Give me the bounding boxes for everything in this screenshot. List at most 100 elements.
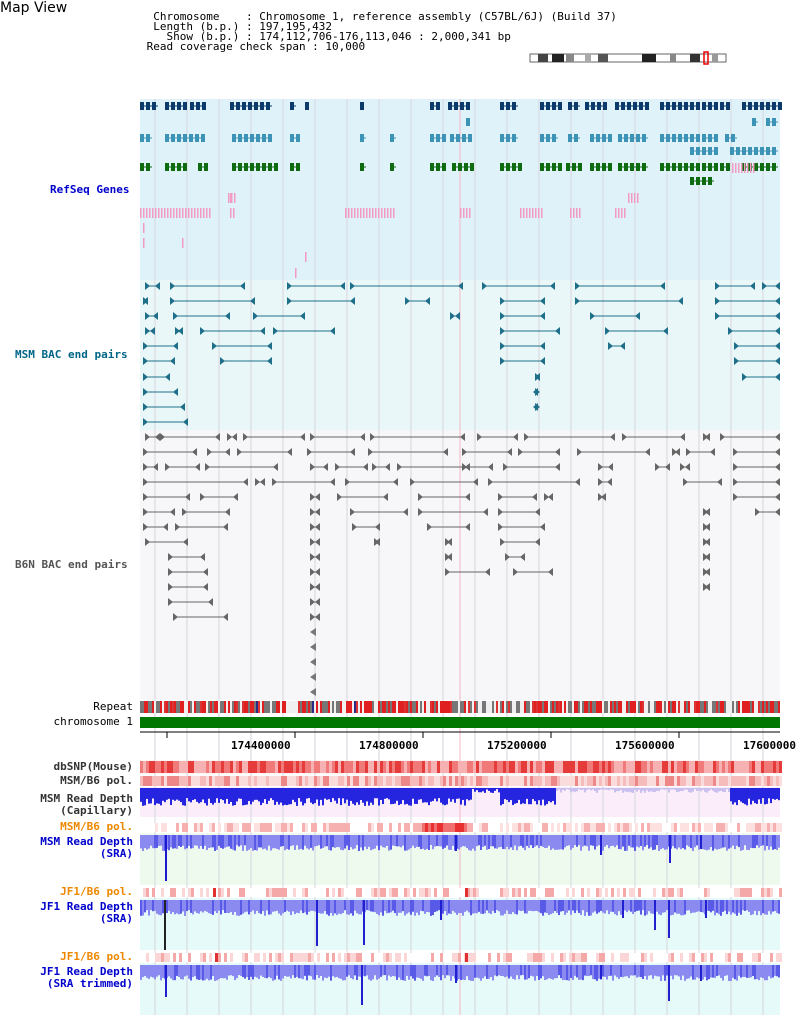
read-depth-bar: [558, 965, 560, 976]
msm-cap-depth-bar: [278, 788, 280, 805]
read-depth-bar: [728, 965, 730, 981]
b6n-bac-pair-end: [310, 598, 315, 606]
gene-exon: [183, 102, 187, 110]
msm-cap-depth-bar: [266, 788, 268, 805]
pol-cell: [503, 953, 506, 962]
pol-cell: [749, 953, 752, 962]
repeat-segment: [286, 701, 288, 713]
read-depth-bar: [458, 965, 460, 980]
gene-exon: [500, 134, 504, 142]
repeat-segment: [390, 701, 392, 713]
read-depth-bar: [476, 835, 478, 847]
read-depth-bar: [178, 835, 180, 846]
pol-cell: [215, 888, 218, 897]
pol-cell: [731, 776, 734, 786]
b6n-bac-pair-end: [260, 478, 265, 486]
msm-cap-depth-bar: [568, 788, 570, 790]
repeat-segment: [336, 701, 338, 713]
read-depth-bar: [288, 965, 290, 977]
gene-exon: [460, 102, 464, 110]
repeat-segment: [212, 701, 214, 713]
dbsnp-cell: [719, 761, 722, 773]
dbsnp-cell: [200, 761, 203, 773]
pol-cell: [155, 776, 158, 786]
pol-cell: [290, 823, 293, 832]
msm-cap-depth-bar: [388, 788, 390, 800]
gene-exon: [204, 163, 208, 171]
read-depth-bar: [450, 835, 452, 850]
read-depth-bar: [594, 965, 596, 980]
pol-cell: [506, 823, 509, 832]
pol-cell: [182, 888, 185, 897]
pol-cell: [446, 823, 449, 832]
read-depth-bar: [690, 965, 692, 977]
pol-cell: [269, 888, 272, 897]
read-depth-bar: [168, 835, 170, 851]
b6n-bac-pair-end: [473, 478, 478, 486]
repeat-segment: [586, 701, 588, 713]
read-depth-bar: [596, 900, 598, 914]
gene-exon: [360, 163, 364, 171]
read-depth-bar: [586, 965, 588, 977]
read-depth-bar: [650, 900, 652, 914]
repeat-segment: [674, 701, 676, 713]
msm-cap-depth-bar: [494, 788, 496, 791]
msm-cap-depth-bar: [446, 788, 448, 805]
pol-cell: [635, 776, 638, 786]
pol-cell: [512, 953, 515, 962]
read-depth-bar: [732, 900, 734, 913]
read-depth-bar: [606, 835, 608, 846]
pol-cell: [524, 888, 527, 897]
read-depth-bar: [638, 835, 640, 848]
pol-cell: [422, 776, 425, 786]
b6n-bac-pair-end: [465, 523, 470, 531]
gene-exon: [666, 102, 670, 110]
read-depth-bar: [708, 965, 710, 980]
read-depth-bar: [302, 965, 304, 980]
read-depth-bar: [204, 965, 206, 981]
pol-cell: [284, 776, 287, 786]
refseq-minor-feature: [305, 252, 307, 262]
read-depth-bar: [162, 835, 164, 851]
msm-cap-depth-bar: [722, 788, 724, 792]
pol-cell: [629, 888, 632, 897]
pol-cell: [644, 776, 647, 786]
dbsnp-cell: [365, 761, 368, 773]
dbsnp-cell: [488, 761, 491, 773]
dbsnp-cell: [620, 761, 623, 773]
repeat-segment: [426, 701, 428, 713]
read-depth-bar: [436, 835, 438, 846]
pol-cell: [200, 823, 203, 832]
gene-exon: [256, 163, 260, 171]
read-depth-bar: [292, 900, 294, 912]
read-depth-bar: [250, 965, 252, 977]
read-depth-bar: [516, 835, 518, 851]
pol-cell: [272, 953, 275, 962]
msm-cap-depth-bar: [270, 788, 272, 799]
pol-cell: [500, 888, 503, 897]
msm-cap-depth-bar: [582, 788, 584, 790]
pol-high: [213, 888, 216, 897]
read-depth-bar: [536, 835, 538, 846]
dbsnp-cell: [779, 761, 782, 773]
refseq-minor-feature: [188, 208, 190, 218]
pol-cell: [464, 823, 467, 832]
b6n-bac-pair-end: [460, 433, 465, 441]
msm-bac-pair-end: [775, 312, 780, 320]
pol-cell: [545, 888, 548, 897]
read-depth-bar: [218, 965, 220, 980]
gene-exon: [464, 163, 468, 171]
read-depth-bar: [346, 900, 348, 915]
read-depth-bar: [394, 835, 396, 846]
b6n-bac-pair-end: [733, 463, 738, 471]
b6n-bac-pair-end: [143, 478, 148, 486]
gene-exon: [198, 163, 202, 171]
pol-cell: [368, 888, 371, 897]
repeat-segment: [760, 701, 762, 713]
pol-cell: [308, 823, 311, 832]
repeat-segment: [580, 701, 582, 713]
read-depth-spike: [164, 900, 166, 950]
read-depth-bar: [722, 900, 724, 912]
pol-cell: [374, 776, 377, 786]
